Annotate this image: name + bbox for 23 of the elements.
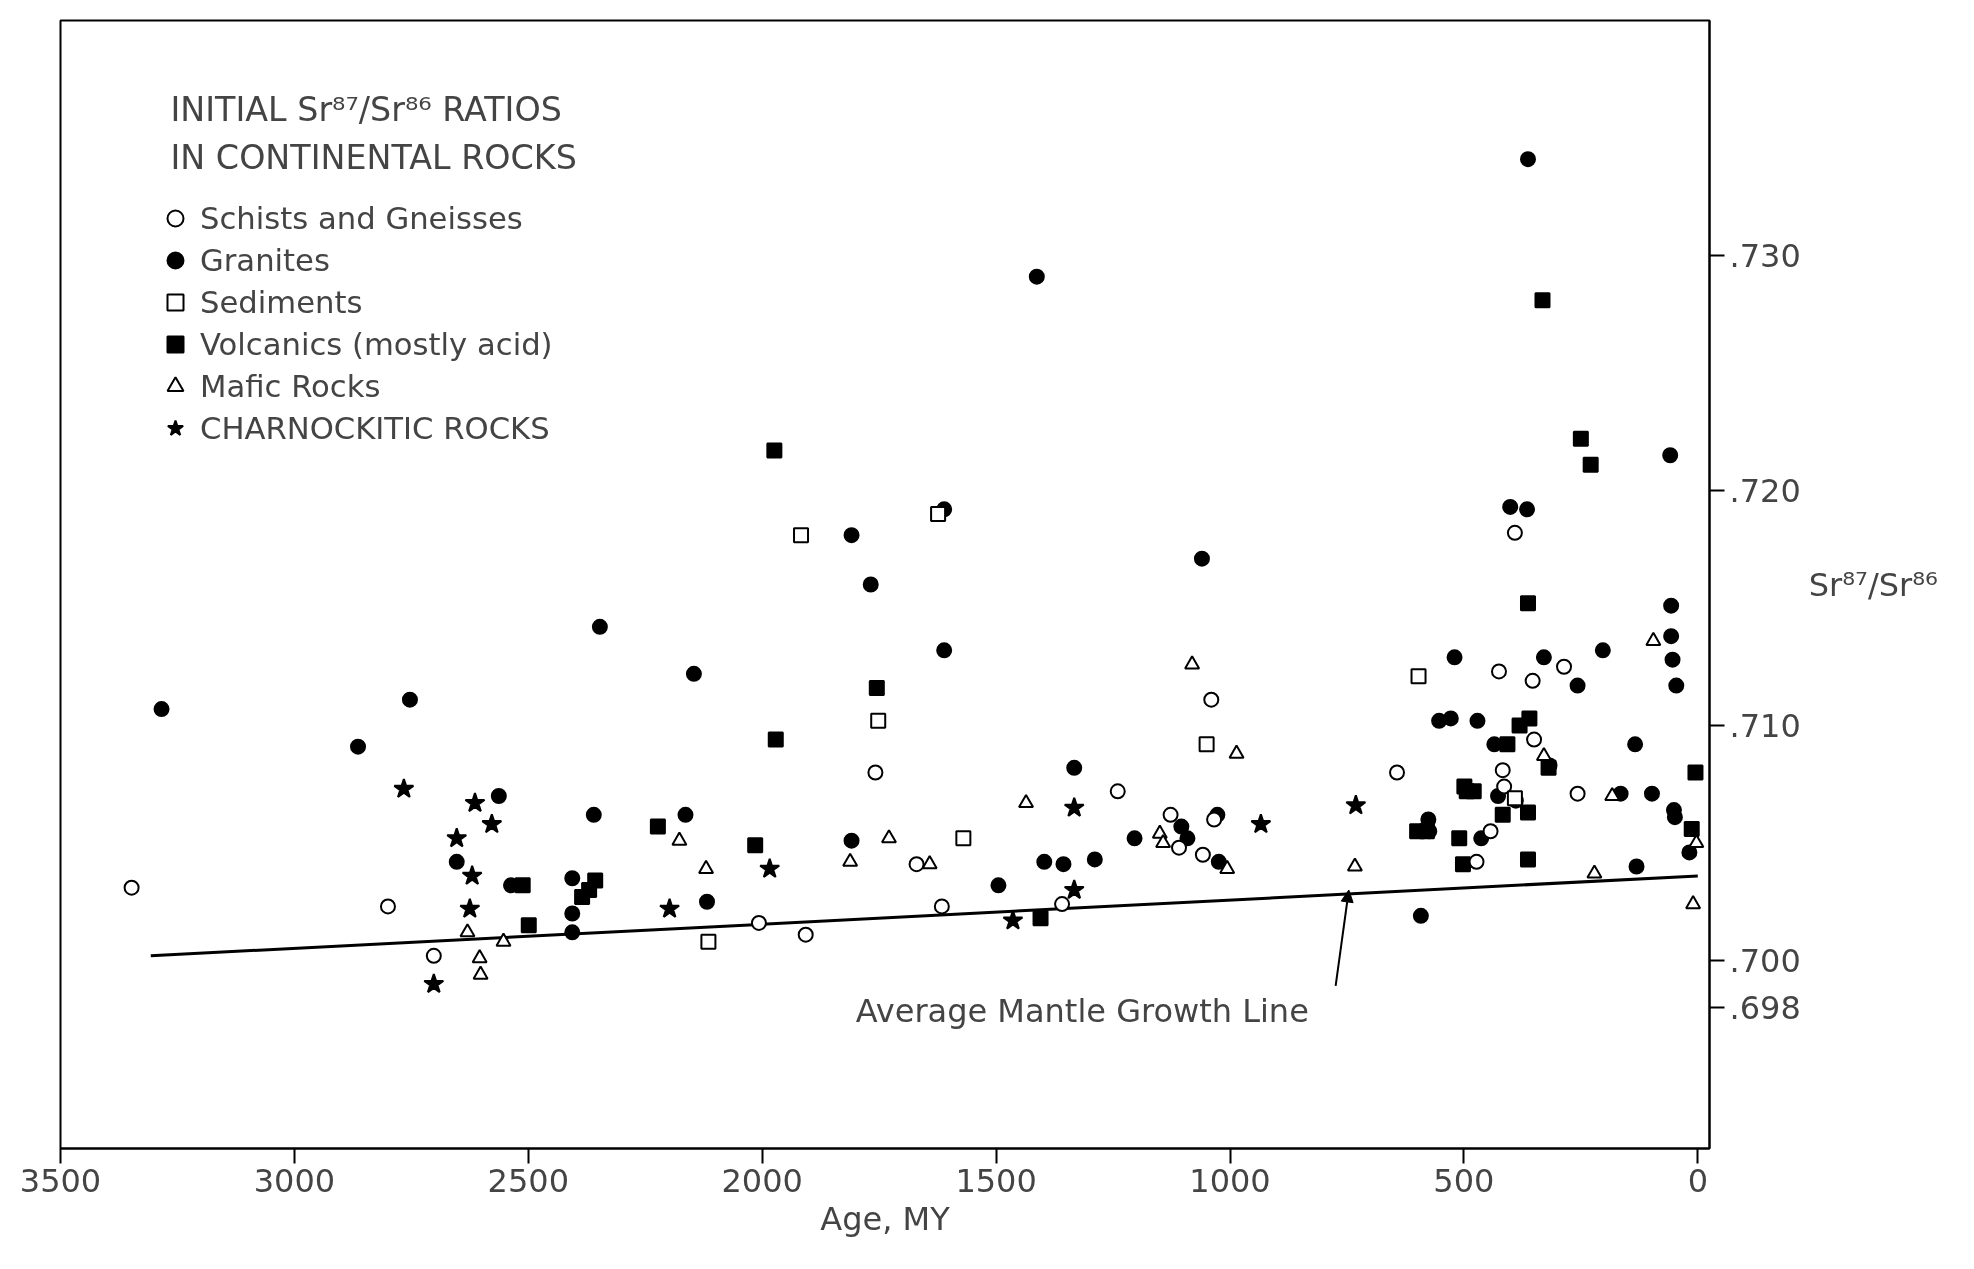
x-tick-label: 3000 xyxy=(253,1161,336,1200)
y-tick-label: .730 xyxy=(1729,237,1801,275)
legend-label: Sediments xyxy=(200,284,363,320)
y-tick-label: .700 xyxy=(1729,942,1801,980)
legend-label: Granites xyxy=(200,242,330,278)
y-axis-title: Sr⁸⁷/Sr⁸⁶ xyxy=(1808,565,1938,604)
y-tick-label: .710 xyxy=(1729,707,1801,745)
x-tick-label: 1500 xyxy=(955,1161,1037,1200)
legend-label: Schists and Gneisses xyxy=(200,200,523,236)
x-tick-label: 3500 xyxy=(19,1161,102,1200)
legend-label: CHARNOCKITIC ROCKS xyxy=(200,410,550,446)
annotation: Average Mantle Growth Line xyxy=(855,992,1309,1030)
y-tick-label: .698 xyxy=(1729,989,1801,1027)
x-tick-label: 500 xyxy=(1433,1161,1495,1200)
text: INITIAL Sr⁸⁷/Sr⁸⁶ RATIOS IN CONTINENTAL ROCKS xyxy=(170,89,577,177)
y-tick-label: .720 xyxy=(1729,472,1801,510)
x-tick-label: 1000 xyxy=(1189,1161,1271,1200)
legend-label: Mafic Rocks xyxy=(200,368,381,404)
legend-label: Volcanics (mostly acid) xyxy=(200,326,553,362)
x-tick-label: 2000 xyxy=(721,1161,803,1200)
x-tick-label: 2500 xyxy=(487,1161,570,1200)
x-tick-label: 0 xyxy=(1687,1161,1708,1200)
x-axis-title: Age, MY xyxy=(820,1199,951,1238)
